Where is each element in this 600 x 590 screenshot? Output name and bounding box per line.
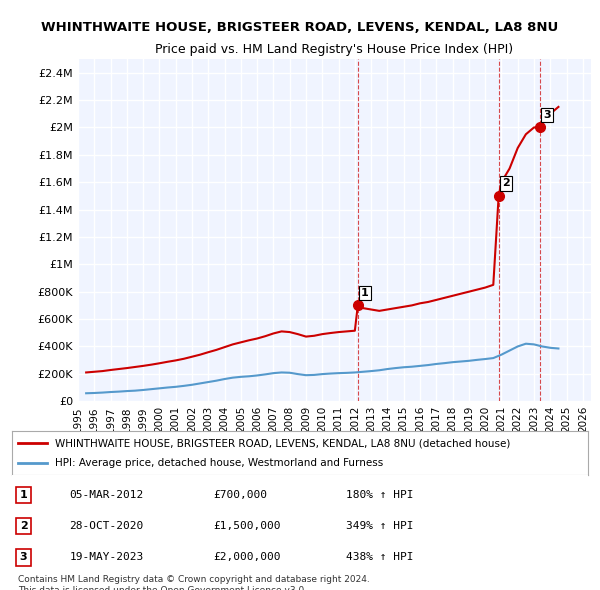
Text: Contains HM Land Registry data © Crown copyright and database right 2024.
This d: Contains HM Land Registry data © Crown c… (18, 575, 370, 590)
Text: 438% ↑ HPI: 438% ↑ HPI (346, 552, 413, 562)
Text: £700,000: £700,000 (214, 490, 268, 500)
Text: WHINTHWAITE HOUSE, BRIGSTEER ROAD, LEVENS, KENDAL, LA8 8NU: WHINTHWAITE HOUSE, BRIGSTEER ROAD, LEVEN… (41, 21, 559, 34)
Text: 05-MAR-2012: 05-MAR-2012 (70, 490, 144, 500)
Text: 2: 2 (20, 521, 28, 531)
Text: 2: 2 (502, 178, 509, 188)
Text: 1: 1 (20, 490, 28, 500)
Text: 1: 1 (361, 288, 369, 298)
Text: £2,000,000: £2,000,000 (214, 552, 281, 562)
Text: HPI: Average price, detached house, Westmorland and Furness: HPI: Average price, detached house, West… (55, 458, 383, 467)
Text: 3: 3 (544, 110, 551, 120)
Text: 28-OCT-2020: 28-OCT-2020 (70, 521, 144, 531)
Text: 19-MAY-2023: 19-MAY-2023 (70, 552, 144, 562)
Title: Price paid vs. HM Land Registry's House Price Index (HPI): Price paid vs. HM Land Registry's House … (155, 44, 514, 57)
Text: £1,500,000: £1,500,000 (214, 521, 281, 531)
Text: WHINTHWAITE HOUSE, BRIGSTEER ROAD, LEVENS, KENDAL, LA8 8NU (detached house): WHINTHWAITE HOUSE, BRIGSTEER ROAD, LEVEN… (55, 438, 511, 448)
Text: 3: 3 (20, 552, 28, 562)
Text: 180% ↑ HPI: 180% ↑ HPI (346, 490, 413, 500)
Text: 349% ↑ HPI: 349% ↑ HPI (346, 521, 413, 531)
